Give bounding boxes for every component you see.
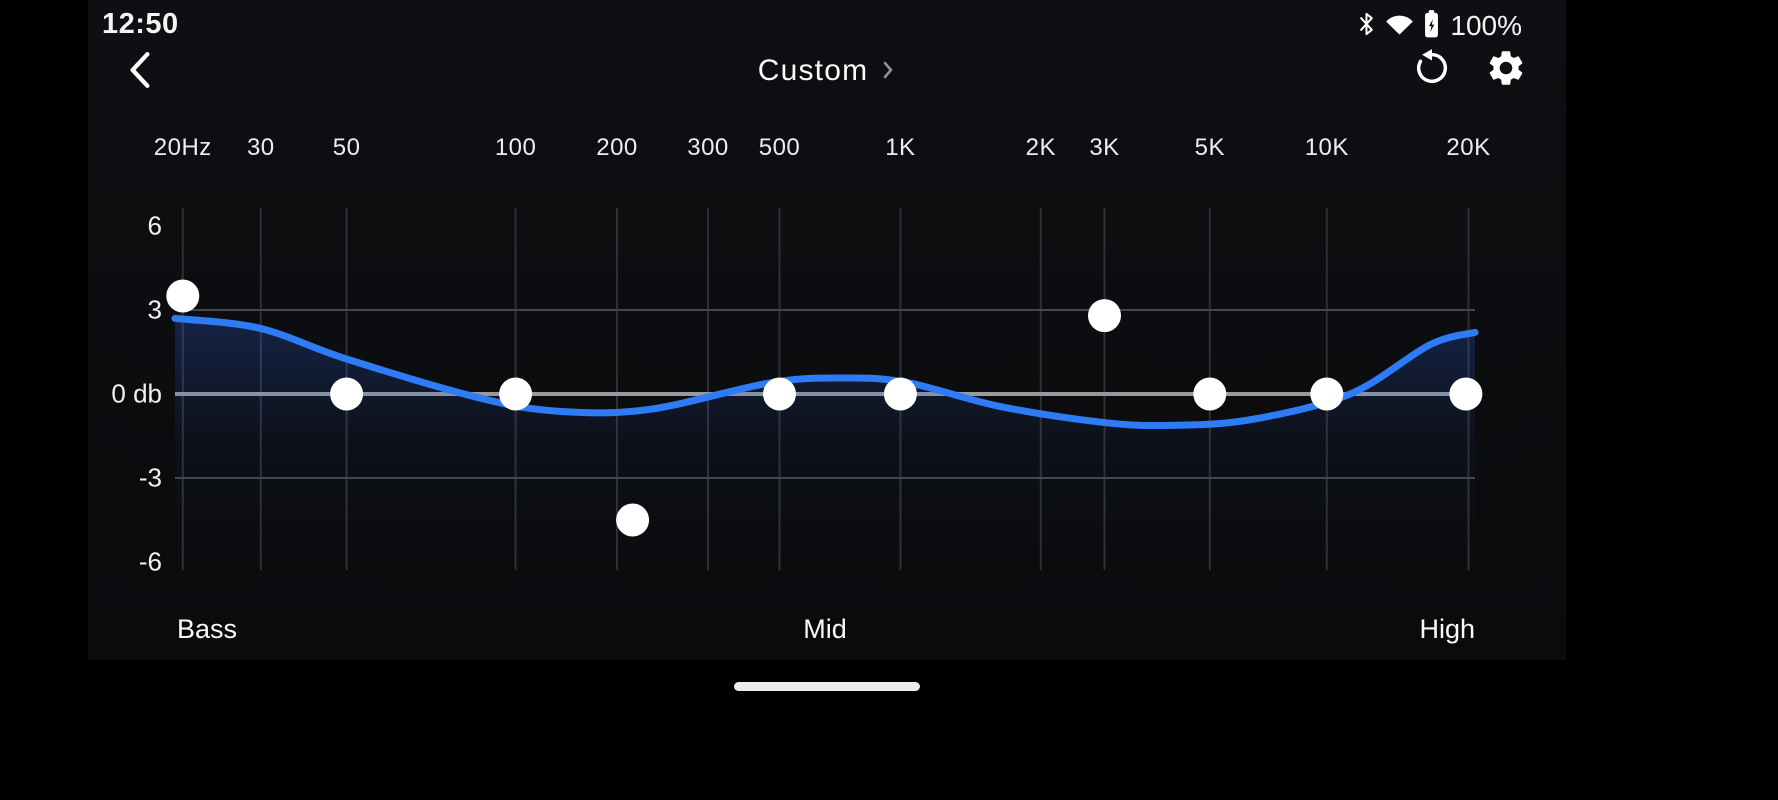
eq-band-handle-200[interactable] [616, 503, 650, 537]
response-curve-fill [175, 318, 1475, 570]
home-indicator[interactable] [734, 682, 920, 691]
db-tick-label: 0 db [111, 378, 162, 409]
eq-band-handle-5K[interactable] [1193, 377, 1227, 411]
zone-label-mid: Mid [803, 614, 847, 644]
freq-tick-label: 20K [1446, 134, 1491, 161]
freq-tick-label: 1K [885, 134, 916, 161]
reset-icon [1412, 48, 1452, 91]
back-chevron-icon [127, 51, 153, 92]
freq-tick-label: 3K [1089, 134, 1120, 161]
reset-button[interactable] [1408, 44, 1456, 94]
db-tick-label: 3 [147, 294, 162, 325]
settings-button[interactable] [1482, 44, 1530, 94]
zone-labels: Bass Mid High [175, 614, 1475, 650]
freq-tick-label: 200 [596, 134, 638, 161]
clock: 12:50 [102, 8, 179, 40]
back-button[interactable] [116, 46, 164, 96]
freq-tick-label: 20Hz [153, 134, 212, 161]
preset-selector[interactable]: Custom [88, 52, 1566, 90]
db-tick-label: 6 [147, 210, 162, 241]
eq-band-handle-1K[interactable] [883, 377, 917, 411]
freq-tick-label: 50 [332, 134, 361, 161]
eq-chart-svg [166, 208, 1483, 570]
eq-band-handle-50[interactable] [330, 377, 364, 411]
freq-tick-label: 500 [758, 134, 801, 161]
eq-band-handle-10K[interactable] [1310, 377, 1344, 411]
eq-band-handle-3K[interactable] [1088, 299, 1121, 333]
battery-charging-icon [1424, 9, 1439, 43]
db-tick-label: -3 [138, 462, 162, 493]
eq-band-handle-500[interactable] [763, 377, 796, 411]
freq-tick-label: 300 [687, 134, 729, 161]
eq-band-handle-100[interactable] [499, 377, 533, 411]
zone-label-bass: Bass [177, 614, 238, 644]
status-icons: 100% [1358, 9, 1522, 43]
eq-band-handle-20K[interactable] [1449, 377, 1483, 411]
header-actions [1408, 44, 1530, 94]
freq-tick-label: 2K [1025, 134, 1056, 161]
wifi-icon [1386, 12, 1413, 40]
chevron-right-icon [880, 56, 896, 90]
freq-tick-label: 100 [494, 134, 537, 161]
equalizer-app-window: 12:50 [88, 0, 1566, 660]
frequency-axis: 20Hz 30 50 100 200 300 500 1K 2K 3K 5K 10K 20K [154, 134, 1490, 166]
db-tick-label: -6 [138, 546, 162, 577]
battery-percent-label: 100% [1450, 10, 1522, 41]
freq-tick-label: 30 [246, 134, 275, 161]
gain-axis: 6 3 0 db -3 -6 [88, 208, 162, 577]
freq-tick-label: 5K [1194, 134, 1225, 161]
bluetooth-icon [1358, 12, 1375, 41]
equalizer-chart [166, 208, 1483, 570]
page-title: Custom [757, 54, 869, 87]
eq-band-handle-20Hz[interactable] [166, 279, 200, 313]
zone-label-high: High [1419, 614, 1475, 644]
settings-gear-icon [1485, 47, 1527, 92]
response-curve [171, 314, 1479, 430]
freq-tick-label: 10K [1304, 134, 1349, 161]
